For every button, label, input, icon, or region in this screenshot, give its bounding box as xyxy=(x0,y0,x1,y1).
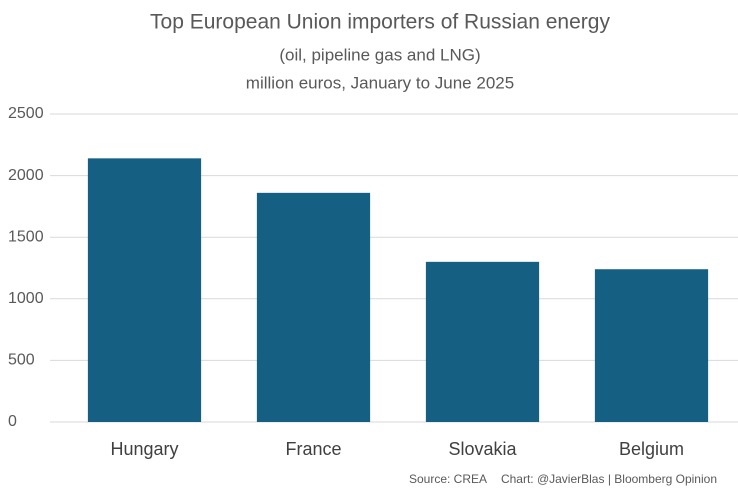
bar xyxy=(256,192,371,422)
y-tick-label: 1000 xyxy=(8,290,44,307)
x-tick-label: Hungary xyxy=(110,439,178,459)
chart-subtitle: million euros, January to June 2025 xyxy=(246,73,514,92)
bar xyxy=(594,269,709,422)
chart-subtitle: (oil, pipeline gas and LNG) xyxy=(279,45,480,64)
credit: Chart: @JavierBlas | Bloomberg Opinion xyxy=(501,472,717,486)
x-tick-label: Belgium xyxy=(619,439,684,459)
y-tick-label: 0 xyxy=(8,413,17,430)
chart-title: Top European Union importers of Russian … xyxy=(150,11,610,34)
bar xyxy=(87,158,202,423)
source: Source: CREA xyxy=(409,472,487,486)
x-tick-label: Slovakia xyxy=(448,439,517,459)
y-tick-label: 2000 xyxy=(8,167,44,184)
y-tick-label: 2500 xyxy=(8,105,44,122)
bar xyxy=(425,261,540,422)
y-tick-label: 1500 xyxy=(8,228,44,245)
x-tick-label: France xyxy=(285,439,341,459)
y-tick-label: 500 xyxy=(8,352,35,369)
